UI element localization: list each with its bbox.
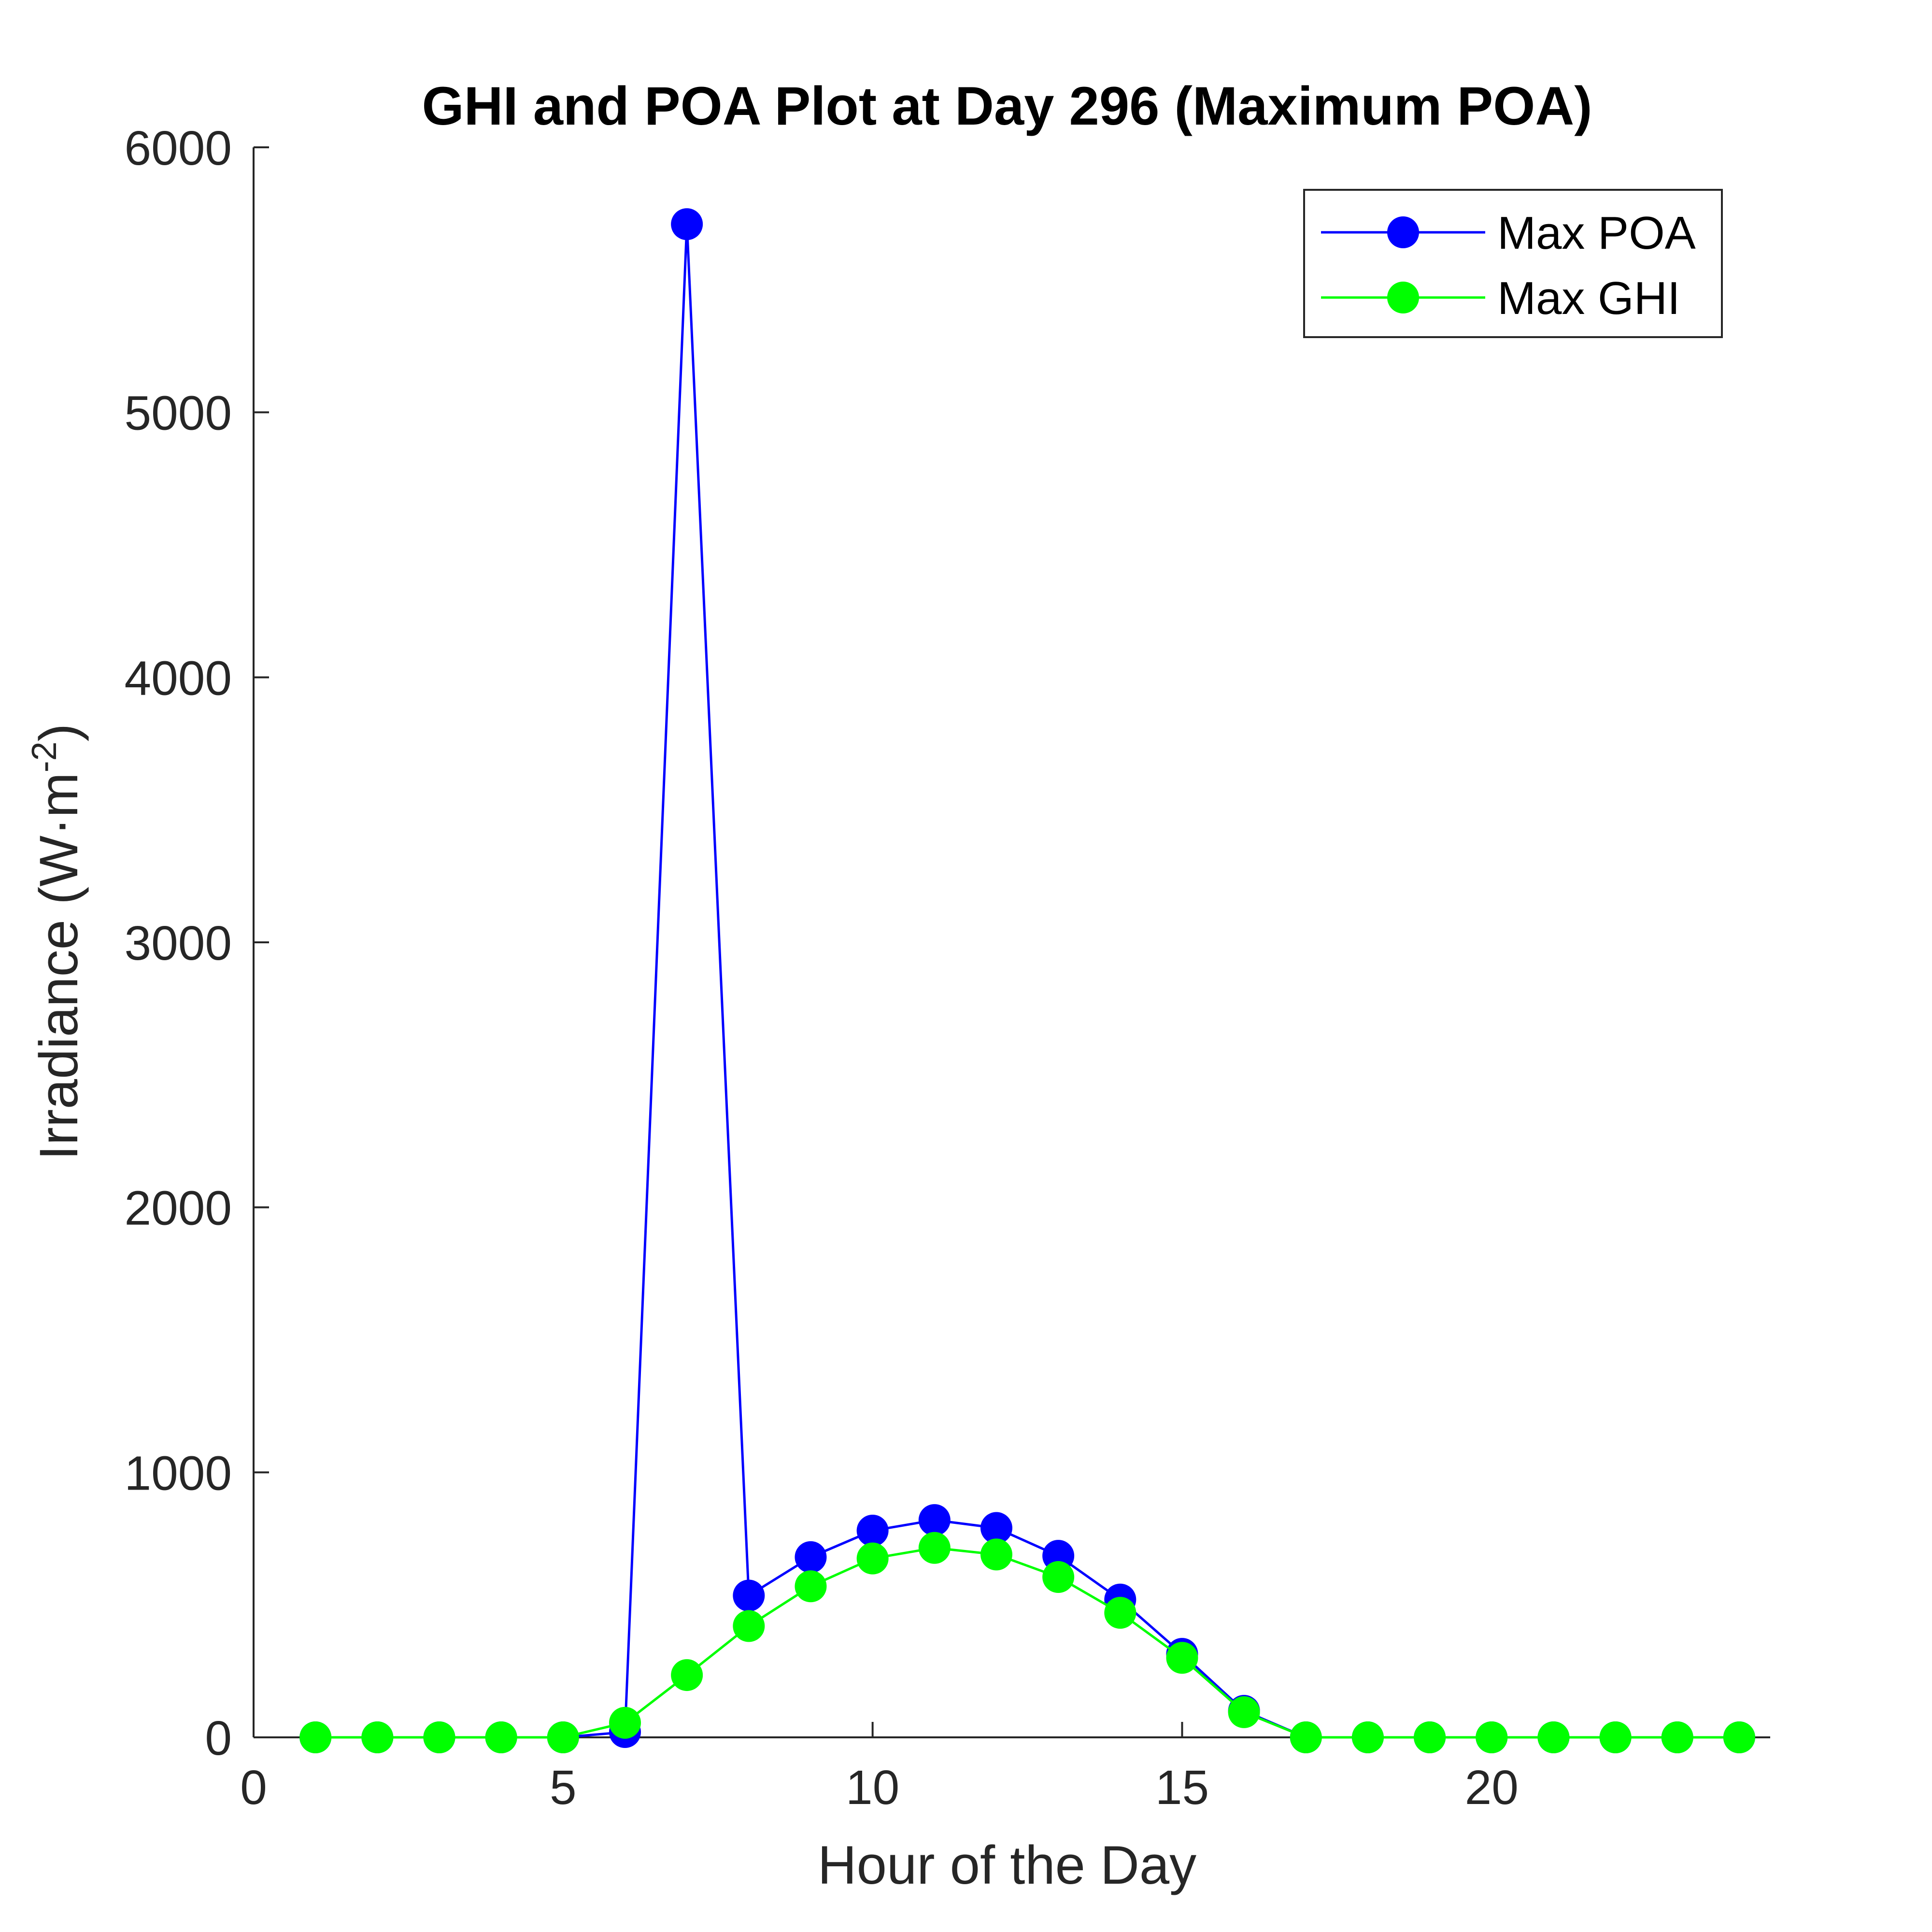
data-point: [671, 1659, 703, 1691]
series-layer: [299, 208, 1755, 1753]
data-point: [795, 1541, 827, 1573]
data-point: [1042, 1561, 1075, 1593]
data-point: [1537, 1721, 1570, 1753]
y-tick-label: 6000: [125, 121, 232, 175]
y-tick-label: 2000: [125, 1181, 232, 1236]
series-line: [315, 224, 1739, 1739]
x-tick-label: 15: [1155, 1761, 1209, 1815]
x-tick-label: 5: [550, 1761, 577, 1815]
y-axis-label-base: Irradiance (W·m: [28, 772, 89, 1160]
legend-label: Max POA: [1497, 207, 1696, 259]
legend-marker: [1387, 216, 1419, 248]
series-line: [315, 1547, 1739, 1739]
y-tick-label: 3000: [125, 916, 232, 970]
x-tick-label: 10: [846, 1761, 899, 1815]
y-tick-label: 4000: [125, 651, 232, 705]
data-point: [1104, 1597, 1136, 1629]
y-axis-label-suffix: ): [28, 724, 89, 741]
data-point: [1599, 1721, 1632, 1753]
y-tick-label: 5000: [125, 386, 232, 440]
legend: Max POA Max GHI: [1303, 189, 1723, 338]
x-axis-label: Hour of the Day: [818, 1835, 1196, 1895]
legend-marker: [1387, 282, 1419, 313]
data-point: [671, 208, 703, 241]
chart-title: GHI and POA Plot at Day 296 (Maximum POA…: [422, 76, 1592, 136]
y-tick-label: 1000: [125, 1446, 232, 1500]
data-point: [1351, 1721, 1384, 1753]
data-point: [1290, 1721, 1322, 1753]
data-point: [1723, 1721, 1755, 1753]
y-tick-label: 0: [205, 1711, 232, 1765]
series-max-poa: [299, 208, 1755, 1753]
data-point: [918, 1532, 951, 1564]
data-point: [733, 1579, 765, 1612]
data-point: [609, 1706, 641, 1739]
data-point: [547, 1721, 579, 1753]
data-point: [1661, 1721, 1693, 1753]
data-point: [299, 1721, 332, 1753]
x-tick-label: 20: [1465, 1761, 1519, 1815]
data-point: [856, 1515, 889, 1547]
axes: 0 5 10 15 20 0 1000 2000 3000 4000 5000 6000: [125, 121, 1770, 1815]
data-point: [733, 1610, 765, 1642]
data-point: [485, 1721, 517, 1753]
data-point: [918, 1504, 951, 1536]
y-axis-label: Irradiance (W·m-2): [25, 724, 89, 1160]
legend-label: Max GHI: [1497, 272, 1680, 324]
x-tick-label: 0: [240, 1761, 267, 1815]
y-axis-label-exponent: -2: [25, 741, 64, 772]
data-point: [980, 1512, 1012, 1544]
data-point: [423, 1721, 455, 1753]
data-point: [980, 1538, 1012, 1571]
data-point: [361, 1721, 394, 1753]
legend-box: [1303, 189, 1723, 338]
data-point: [1414, 1721, 1446, 1753]
data-point: [1166, 1642, 1198, 1674]
series-max-ghi: [299, 1532, 1755, 1753]
data-point: [856, 1542, 889, 1575]
data-point: [1228, 1696, 1260, 1728]
data-point: [1476, 1721, 1508, 1753]
data-point: [795, 1570, 827, 1603]
